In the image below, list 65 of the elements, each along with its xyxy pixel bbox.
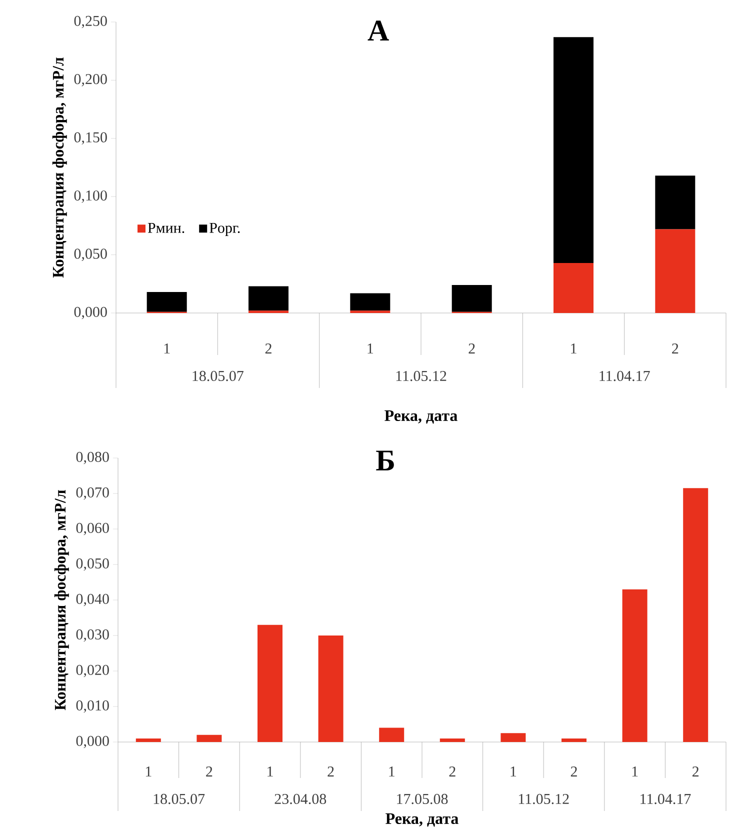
bar (146, 292, 187, 312)
bar (318, 636, 344, 742)
x-tick-label: 2 (692, 766, 699, 776)
bar (622, 589, 648, 742)
x-tick-label: 1 (146, 766, 152, 776)
bar (655, 176, 696, 230)
x-tick-label: 1 (164, 344, 170, 354)
x-tick-label: 2 (468, 344, 475, 354)
x-tick-label: 1 (389, 766, 394, 776)
bar (554, 37, 594, 263)
bar (258, 624, 282, 742)
x-tick-label: 2 (206, 766, 212, 776)
bar (500, 733, 526, 742)
y-tick-label: 0,040 (76, 594, 109, 606)
x-tick-label: 1 (632, 766, 638, 776)
y-tick-label: 0,250 (74, 16, 107, 28)
y-tick-label: 0,070 (76, 487, 109, 500)
y-tick-label: 0,150 (74, 132, 107, 145)
y-tick-label: 0,000 (76, 736, 109, 748)
bar (196, 734, 222, 742)
bar (379, 728, 404, 742)
x-tick-label: 1 (510, 766, 516, 776)
legend-label: Pмин. (148, 222, 184, 233)
chart-title: А (368, 20, 389, 40)
text: 18.05.07 (154, 794, 205, 804)
y-axis-title: Концентрация фосфора, мгР/л (54, 490, 69, 710)
bar (248, 286, 288, 311)
y-tick-label: 0,020 (76, 664, 109, 678)
bar (562, 738, 587, 742)
text: 11.05.12 (518, 794, 569, 804)
x-tick-label: 1 (368, 344, 374, 354)
text: 11.04.17 (640, 794, 691, 804)
y-tick-label: 0,080 (76, 452, 109, 464)
text: 11.05.12 (396, 370, 446, 382)
bar (683, 488, 708, 742)
x-tick-label: 1 (571, 344, 576, 354)
text: 18.05.07 (192, 370, 244, 382)
y-tick-label: 0,050 (74, 248, 107, 261)
y-axis-title: Концентрация фосфора, мгР/л (52, 57, 67, 278)
text: 23.04.08 (274, 794, 326, 804)
x-tick-label: 2 (570, 766, 577, 776)
x-tick-label: 1 (268, 766, 273, 776)
x-tick-label: 2 (265, 344, 272, 354)
x-axis-title: Река, дата (384, 410, 458, 424)
text: 11.04.17 (600, 370, 650, 382)
x-tick-label: 2 (449, 766, 456, 776)
y-tick-label: 0,200 (74, 74, 107, 86)
bar (452, 285, 492, 312)
bar (440, 738, 465, 742)
y-tick-label: 0,010 (76, 700, 109, 713)
x-tick-label: 2 (672, 344, 678, 354)
y-tick-label: 0,030 (76, 629, 109, 642)
y-tick-label: 0,050 (76, 558, 109, 571)
bar (350, 293, 390, 311)
bar (554, 262, 594, 313)
x-axis-title: Река, дата (386, 813, 458, 827)
chart-title: Б (376, 450, 394, 470)
bar (655, 229, 696, 313)
x-tick-label: 2 (328, 766, 334, 776)
text: 17.05.08 (397, 794, 448, 804)
bar (136, 738, 161, 742)
y-tick-label: 0,060 (76, 522, 109, 536)
legend-label: Pорг. (210, 222, 240, 236)
y-tick-label: 0,100 (74, 190, 107, 203)
y-tick-label: 0,000 (74, 306, 107, 320)
